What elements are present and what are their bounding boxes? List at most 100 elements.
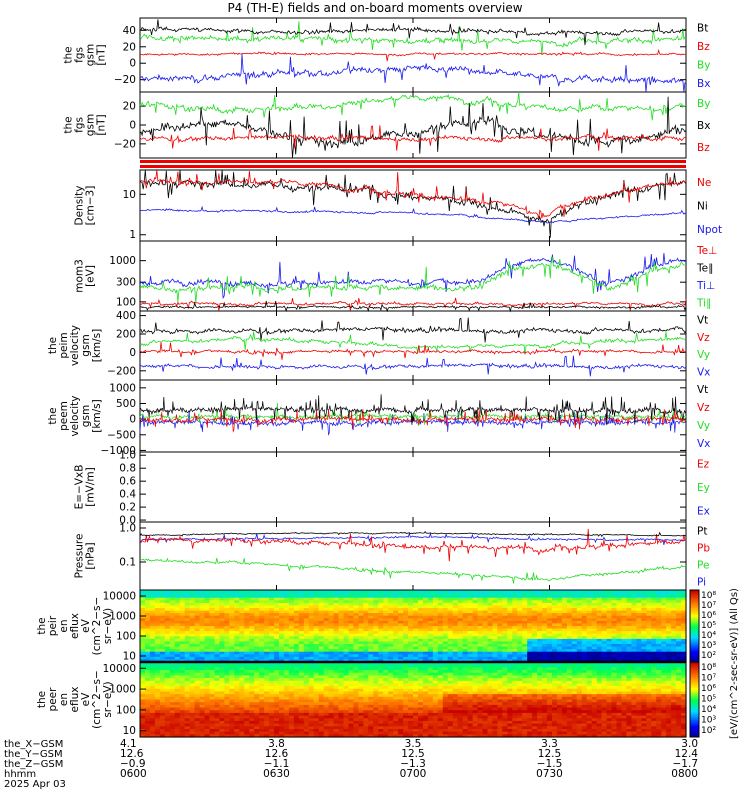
spec-cell <box>596 654 603 658</box>
spec-cell <box>234 678 240 682</box>
spec-cell <box>313 592 320 596</box>
spec-cell <box>666 600 672 604</box>
spec-cell <box>571 620 578 625</box>
spec-cell <box>487 595 494 599</box>
spec-cell <box>283 726 290 730</box>
spec-cell <box>338 702 345 706</box>
spec-cell <box>179 712 186 717</box>
spec-cell <box>363 670 369 674</box>
spec-cell <box>323 649 330 653</box>
spec-cell <box>477 641 484 645</box>
spec-cell <box>333 683 340 687</box>
spec-cell <box>174 646 181 650</box>
spec-cell <box>204 626 211 630</box>
panel-frame-temp <box>139 240 687 312</box>
spec-cell <box>413 683 419 687</box>
spec-cell <box>174 680 181 685</box>
spec-cell <box>333 646 340 650</box>
spec-cell <box>467 631 474 635</box>
spec-cell <box>556 618 563 622</box>
spec-cell <box>383 694 389 698</box>
spec-cell <box>333 600 340 604</box>
spec-cell <box>656 646 662 650</box>
spec-cell <box>209 620 216 625</box>
spec-cell <box>447 651 454 655</box>
spec-cell <box>149 688 156 693</box>
spec-cell <box>140 664 146 668</box>
spec-cell <box>249 618 255 622</box>
legend-Vz: Vz <box>697 402 710 414</box>
spec-cell <box>298 729 305 733</box>
spec-cell <box>378 715 384 719</box>
spec-cell <box>274 590 280 594</box>
spec-cell <box>229 608 235 612</box>
spec-cell <box>462 623 469 627</box>
spec-cell <box>348 654 355 658</box>
spec-cell <box>462 590 469 594</box>
spec-cell <box>447 623 454 627</box>
spec-cell <box>174 602 181 607</box>
spec-cell <box>279 600 285 604</box>
spec-cell <box>358 649 364 653</box>
spec-cell <box>288 675 295 679</box>
spec-cell <box>308 633 315 637</box>
spec-cell <box>239 638 245 643</box>
spec-cell <box>259 683 265 687</box>
spec-cell <box>254 644 260 648</box>
spec-cell <box>348 696 355 701</box>
spec-cell <box>159 623 166 627</box>
spec-cell <box>259 618 265 622</box>
spec-cell <box>224 623 230 627</box>
spec-cell <box>581 610 588 614</box>
spec-cell <box>676 597 682 601</box>
spec-cell <box>298 649 305 653</box>
spec-cell <box>145 600 151 604</box>
spec-cell <box>154 729 161 733</box>
spec-cell <box>373 664 379 668</box>
spec-cell <box>348 651 355 655</box>
spec-cell <box>204 720 211 725</box>
spec-cell <box>313 608 320 612</box>
spec-cell <box>413 626 419 630</box>
spec-cell <box>184 718 191 722</box>
spec-cell <box>313 597 320 601</box>
spec-cell <box>199 683 206 687</box>
spec-cell <box>413 691 419 695</box>
spec-cell <box>348 602 355 607</box>
spec-cell <box>209 608 216 612</box>
spec-cell <box>214 702 221 706</box>
spec-cell <box>566 610 573 614</box>
spec-cell <box>373 644 379 648</box>
spec-cell <box>422 651 429 655</box>
spec-cell <box>661 613 667 617</box>
spec-cell <box>482 608 489 612</box>
spec-cell <box>418 686 424 690</box>
spec-cell <box>591 649 598 653</box>
spec-cell <box>303 610 310 614</box>
spec-cell <box>477 633 484 637</box>
spec-cell <box>219 670 225 674</box>
spec-cell <box>393 608 399 612</box>
spec-cell <box>184 615 191 619</box>
spec-cell <box>566 638 573 643</box>
spec-cell <box>214 696 221 701</box>
spec-cell <box>288 631 295 635</box>
spec-cell <box>204 623 211 627</box>
spec-cell <box>358 620 364 625</box>
spec-cell <box>527 615 533 619</box>
spec-cell <box>149 718 156 722</box>
spec-cell <box>353 654 359 658</box>
spec-cell <box>408 683 414 687</box>
spec-cell <box>596 656 603 661</box>
spec-cell <box>308 694 315 698</box>
spec-cell <box>418 662 424 666</box>
spec-cell <box>283 678 290 682</box>
ylabel: gsm <box>80 405 92 427</box>
spec-cell <box>154 597 161 601</box>
spec-cell <box>422 628 429 632</box>
spec-cell <box>631 636 637 640</box>
spec-cell <box>621 592 628 596</box>
spec-cell <box>199 699 206 703</box>
ylabel: gsm <box>80 334 92 356</box>
spec-cell <box>561 602 568 607</box>
